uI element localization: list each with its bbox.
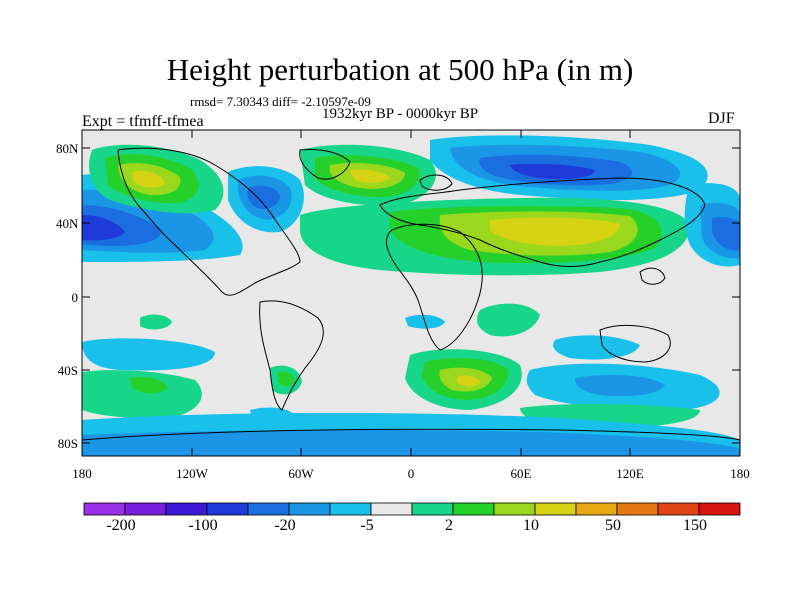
colorbar-swatch: [165, 502, 208, 516]
colorbar-label-1: -200: [106, 517, 136, 534]
namerica-positive-strong: [132, 170, 165, 188]
colorbar-label-4: -5: [360, 517, 374, 534]
spacific-negative-1: [82, 338, 215, 371]
colorbar-swatch: [452, 502, 495, 516]
lon-label-180w: 180: [72, 466, 92, 481]
lat-label-40n: 40N: [56, 216, 79, 231]
colorbar-swatch: [370, 502, 413, 516]
atlantic-positive-strong: [350, 169, 390, 183]
samerica-positive-mid: [278, 371, 295, 387]
colorbar-label-6: 10: [523, 517, 539, 534]
rmsd-stats: rmsd= 7.30343 diff= -2.10597e-09: [190, 94, 371, 109]
sindian-negative-light: [575, 374, 665, 397]
colorbar-swatch: [493, 502, 536, 516]
lon-label-180e: 180: [730, 466, 750, 481]
colorbar-swatch: [206, 502, 249, 516]
colorbar-label-2: -100: [188, 517, 218, 534]
colorbar-swatch: [411, 502, 454, 516]
lat-label-0: 0: [71, 290, 79, 305]
scandinavia-coast: [419, 174, 453, 191]
season-label: DJF: [708, 110, 735, 127]
colorbar-label-8: 150: [683, 517, 707, 534]
lon-label-120w: 120W: [176, 466, 208, 481]
height-field: [82, 130, 740, 456]
colorbar-label-3: -20: [274, 517, 296, 534]
epacific-negative-mid: [712, 217, 740, 251]
map-title: Height perturbation at 500 hPa (in m): [166, 52, 634, 87]
axis-ticks: [81, 130, 741, 456]
lon-label-60w: 60W: [288, 466, 314, 481]
lon-label-0: 0: [407, 466, 415, 481]
lat-label-40s: 40S: [57, 363, 78, 378]
south-america-coast: [259, 300, 324, 411]
lat-label-80n: 80N: [56, 141, 79, 156]
australia-coast: [599, 325, 671, 363]
colorbar-swatch: [575, 502, 618, 516]
colorbar-swatch: [657, 502, 700, 516]
colorbar-swatch: [83, 502, 126, 516]
colorbar-swatch: [247, 502, 290, 516]
antarctica-coast: [82, 428, 740, 441]
colorbar-swatch: [698, 502, 741, 516]
greenland-coast: [299, 149, 351, 180]
pacific-negative-strong: [82, 215, 125, 241]
colorbar-swatch: [534, 502, 577, 516]
colorbar-label-5: 2: [445, 517, 453, 534]
spacific-positive-mid: [130, 377, 168, 394]
greenland-negative-mid: [247, 185, 280, 210]
tropical-negative-2: [553, 335, 640, 360]
colorbar-swatch: [124, 502, 167, 516]
lon-label-120e: 120E: [616, 466, 644, 481]
coastlines: [82, 147, 740, 441]
colorbar-swatch: [616, 502, 659, 516]
eurasia-positive-strong: [490, 217, 620, 246]
spacific-positive-pale: [82, 370, 202, 419]
north-america-coast: [117, 147, 301, 296]
lat-label-80s: 80S: [57, 436, 78, 451]
colorbar-swatch: [329, 502, 372, 516]
tropical-positive-1: [140, 314, 172, 330]
southeast-asia-coast: [639, 267, 666, 285]
colorbar-swatch: [288, 502, 331, 516]
lon-label-60e: 60E: [510, 466, 532, 481]
eurasia-coast: [379, 177, 706, 267]
africa-coast: [386, 223, 483, 351]
antarctic-negative-light: [82, 429, 740, 456]
experiment-label: Expt = tfmff-tfmea: [82, 113, 204, 130]
period-label: 1932kyr BP - 0000kyr BP: [322, 106, 479, 122]
tropical-positive-2: [477, 303, 540, 337]
siberia-negative-strong: [510, 163, 595, 180]
colorbar-label-7: 50: [605, 517, 621, 534]
satlantic-positive-strong: [457, 375, 480, 387]
colorbar: [83, 502, 741, 516]
